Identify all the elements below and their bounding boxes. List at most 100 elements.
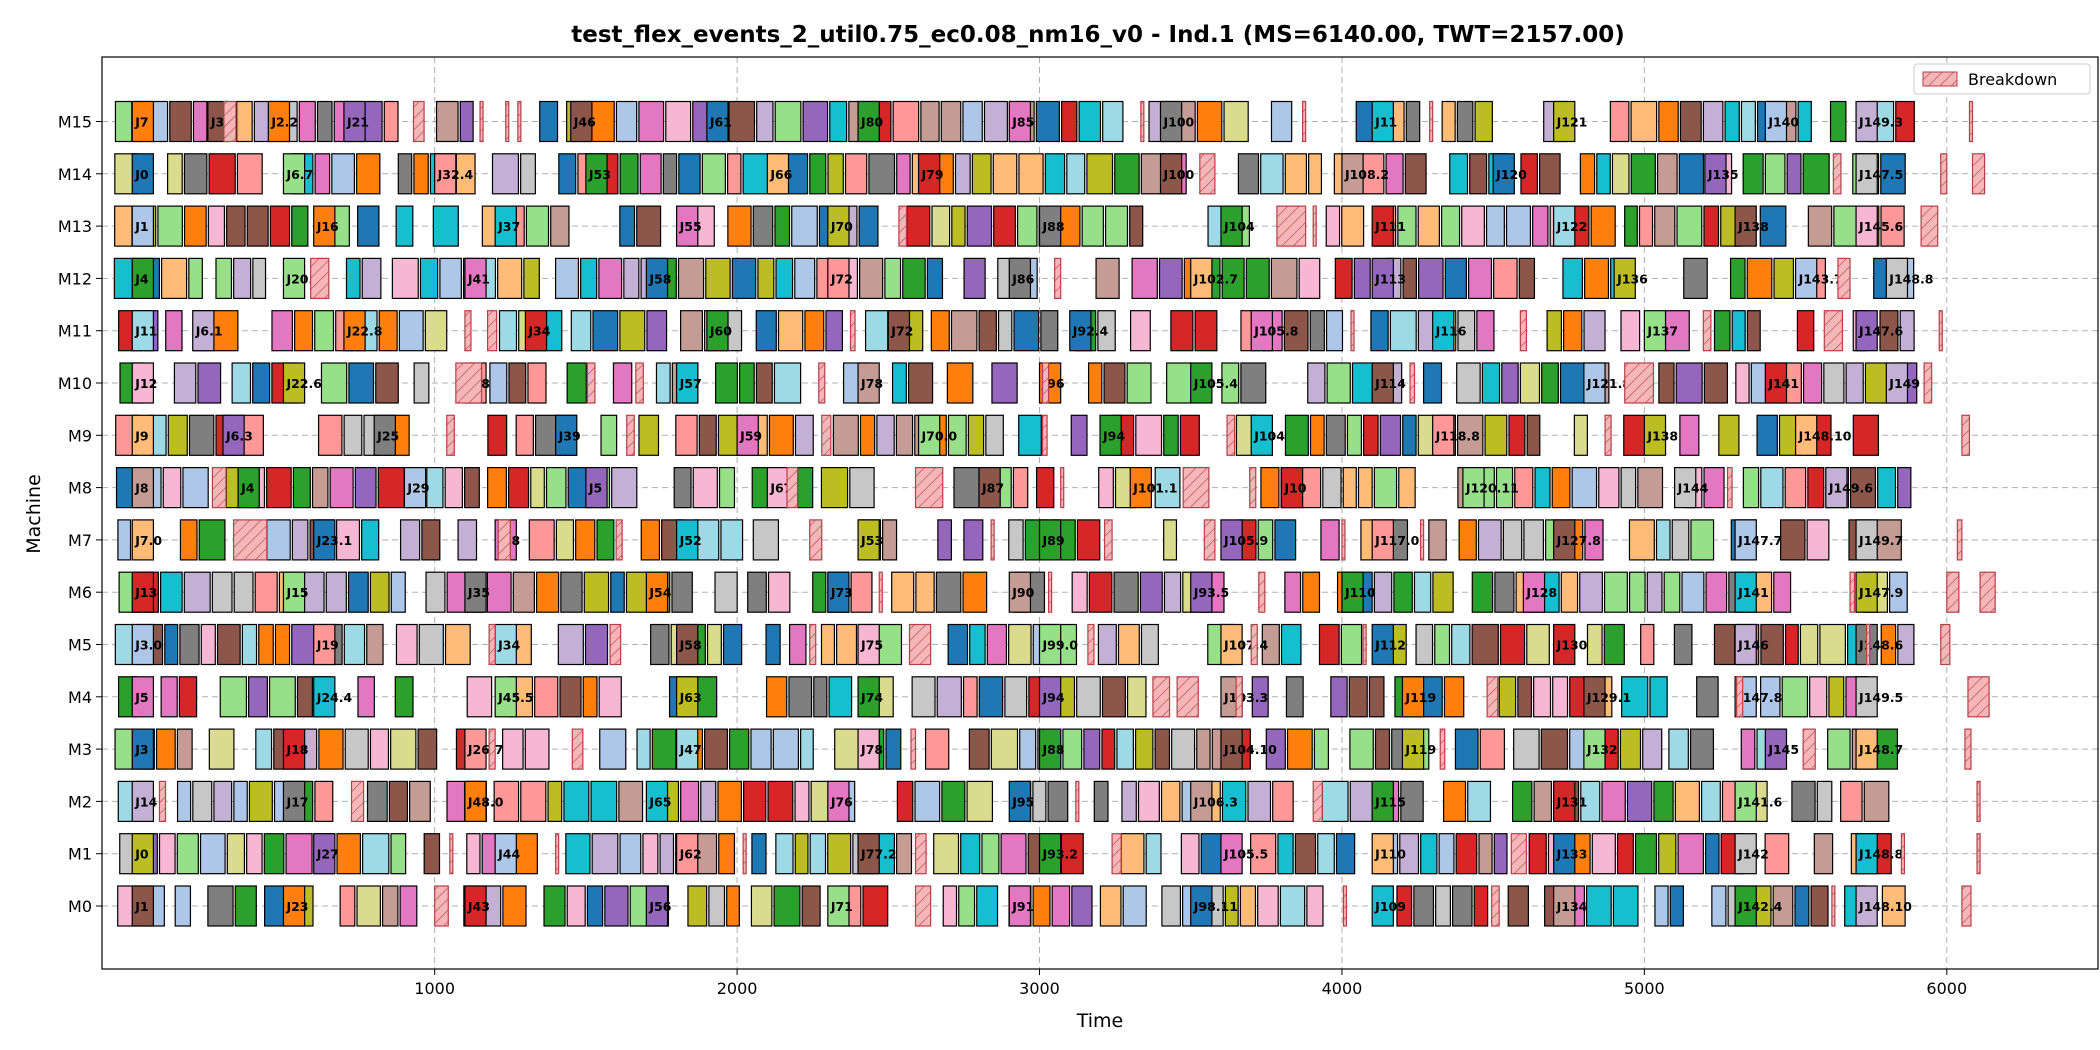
operation-label: J146 [1737, 638, 1769, 653]
operation-block [570, 310, 592, 352]
operation-block [1240, 362, 1267, 404]
operation-block [563, 780, 590, 823]
operation-label: J35 [467, 585, 490, 600]
operation-label: J34 [497, 638, 520, 653]
operation-label: J73 [830, 585, 853, 600]
operation-label: J53 [860, 533, 883, 548]
operation-block [1703, 362, 1728, 404]
operation-block [423, 833, 441, 875]
operation-block [1413, 571, 1432, 613]
operation-block [131, 519, 155, 561]
breakdown-block [1342, 885, 1348, 927]
operation-block [983, 100, 1008, 143]
breakdown-block [990, 519, 995, 561]
breakdown-block [1832, 153, 1842, 195]
operation-block [248, 780, 273, 823]
operation-block [1441, 100, 1456, 143]
operation-block [1102, 100, 1124, 143]
operation-block [1630, 153, 1656, 195]
operation-block [535, 571, 560, 613]
operation-block [1885, 257, 1909, 299]
operation-block [325, 571, 347, 613]
operation-label: J121 [1556, 115, 1588, 130]
operation-block [809, 833, 827, 875]
operation-block [1261, 623, 1280, 666]
operation-block [1309, 414, 1325, 456]
operation-block [192, 100, 208, 143]
operation-block [439, 257, 462, 299]
operation-block [1484, 414, 1508, 456]
operation-label: J93.5 [1193, 585, 1230, 600]
operation-block [1855, 205, 1878, 247]
operation-block [1097, 623, 1117, 666]
operation-block [1623, 414, 1648, 456]
operation-block [1071, 885, 1093, 927]
operation-block [236, 153, 263, 195]
operation-label: J70.0 [921, 428, 958, 443]
operation-block [1441, 205, 1461, 247]
operation-label: J66 [769, 167, 792, 182]
operation-label: J56 [648, 899, 671, 914]
operation-block [131, 676, 155, 718]
operation-block [1277, 833, 1294, 875]
operation-block [1008, 519, 1024, 561]
operation-block [1154, 467, 1181, 509]
operation-block [1396, 885, 1413, 927]
operation-block [282, 362, 306, 404]
y-tick-label: M14 [58, 165, 92, 184]
operation-block [1224, 885, 1239, 927]
operation-block [619, 310, 646, 352]
operation-block [1371, 205, 1394, 247]
operation-block [502, 728, 524, 770]
breakdown-block [1419, 519, 1425, 561]
operation-block [1400, 780, 1424, 823]
operation-block [864, 310, 889, 352]
operation-block [313, 676, 336, 718]
operation-block [131, 362, 155, 404]
operation-block [650, 623, 670, 666]
operation-label: J13 [134, 585, 157, 600]
operation-label: J145.6 [1858, 219, 1903, 234]
y-tick-label: M6 [68, 583, 92, 602]
operation-block [1307, 362, 1326, 404]
operation-block [356, 153, 381, 195]
operation-block [884, 257, 902, 299]
breakdown-block [1054, 257, 1062, 299]
operation-label: J24.4 [316, 690, 353, 705]
operation-block [788, 676, 813, 718]
operation-block [736, 414, 759, 456]
operation-block [636, 728, 651, 770]
operation-block [1428, 519, 1447, 561]
operation-block [1038, 833, 1062, 875]
operation-block [1294, 833, 1317, 875]
operation-block [1713, 623, 1736, 666]
operation-block [646, 310, 668, 352]
operation-block [1081, 205, 1104, 247]
operation-block [1467, 780, 1492, 823]
operation-block [1613, 257, 1636, 299]
operation-block [434, 153, 457, 195]
operation-block [1452, 885, 1473, 927]
operation-block [1760, 676, 1781, 718]
operation-block [1630, 100, 1658, 143]
operation-block [1078, 100, 1102, 143]
operation-block [399, 519, 421, 561]
operation-label: J14 [134, 794, 157, 809]
operation-block [1035, 100, 1060, 143]
operation-block [599, 728, 627, 770]
operation-block [314, 780, 334, 823]
operation-block [1099, 414, 1122, 456]
operation-label: J119 [1404, 690, 1436, 705]
operation-block [1473, 885, 1489, 927]
operation-block [1668, 728, 1689, 770]
operation-label: J85 [1011, 115, 1034, 130]
breakdown-block [1979, 571, 1996, 613]
operation-block [339, 885, 356, 927]
operation-block [534, 676, 559, 718]
operation-block [1528, 833, 1547, 875]
operation-block [131, 833, 155, 875]
operation-block [1696, 676, 1719, 718]
operation-label: J120 [1495, 167, 1527, 182]
operation-label: J23.1 [316, 533, 353, 548]
operation-block [1724, 100, 1740, 143]
